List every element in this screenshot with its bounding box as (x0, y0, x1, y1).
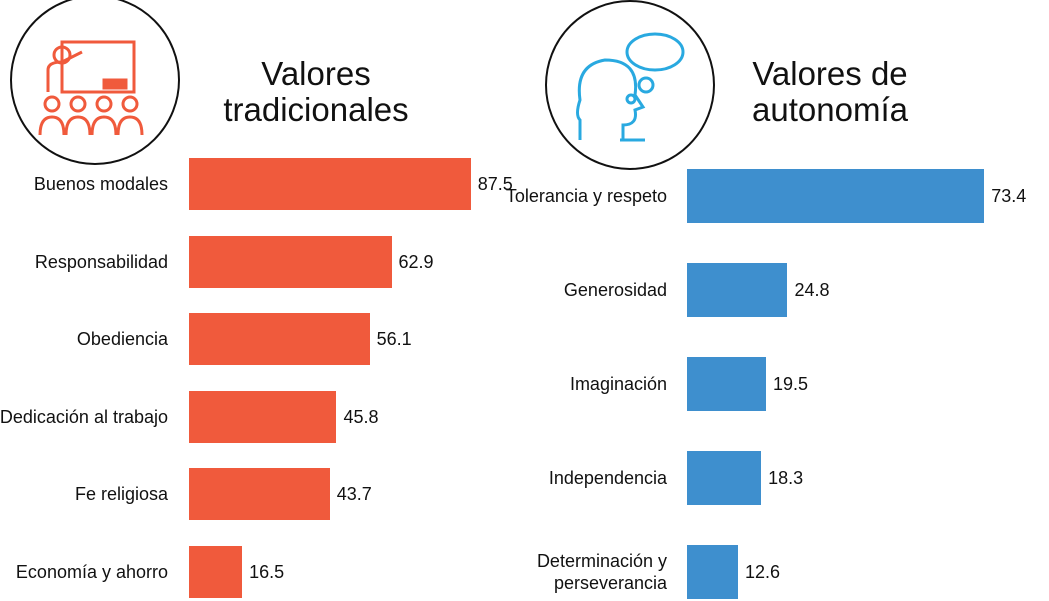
category-label: Tolerancia y respeto (505, 186, 667, 206)
category-label: Fe religiosa (74, 484, 168, 505)
bar (687, 263, 788, 317)
chart-title: Valores de autonomía (752, 55, 908, 128)
category-label: Obediencia (76, 329, 168, 350)
value-label: 73.4 (991, 186, 1027, 206)
category-label: Imaginación (569, 374, 667, 394)
bar (687, 357, 766, 411)
chart-title: Valores tradicionales (223, 55, 409, 128)
category-label: Economía y ahorro (15, 562, 168, 582)
bar (189, 313, 370, 366)
bar (687, 545, 739, 599)
bar (189, 468, 330, 521)
category-label: Determinación y perseverancia (536, 551, 667, 593)
value-label: 16.5 (249, 562, 285, 582)
value-label: 62.9 (398, 251, 434, 272)
category-label: Independencia (548, 468, 667, 488)
bar (189, 390, 337, 443)
bar (189, 158, 471, 210)
value-label: 43.7 (336, 484, 372, 505)
category-label: Buenos modales (33, 174, 168, 194)
value-label: 19.5 (772, 374, 809, 394)
thinking-icon (545, 0, 715, 170)
value-label: 87.5 (477, 174, 513, 194)
bar (189, 546, 243, 598)
category-label: Responsabilidad (34, 251, 168, 272)
category-label: Generosidad (563, 280, 667, 300)
bar (189, 235, 392, 288)
bar (687, 169, 985, 223)
value-label: 12.6 (745, 562, 781, 582)
teacher-icon (10, 0, 180, 165)
category-label: Dedicación al trabajo (0, 406, 168, 427)
value-label: 24.8 (794, 280, 830, 300)
value-label: 45.8 (343, 406, 379, 427)
icons (10, 0, 715, 170)
value-label: 18.3 (768, 468, 804, 488)
bar (687, 451, 762, 505)
value-label: 56.1 (376, 329, 412, 350)
